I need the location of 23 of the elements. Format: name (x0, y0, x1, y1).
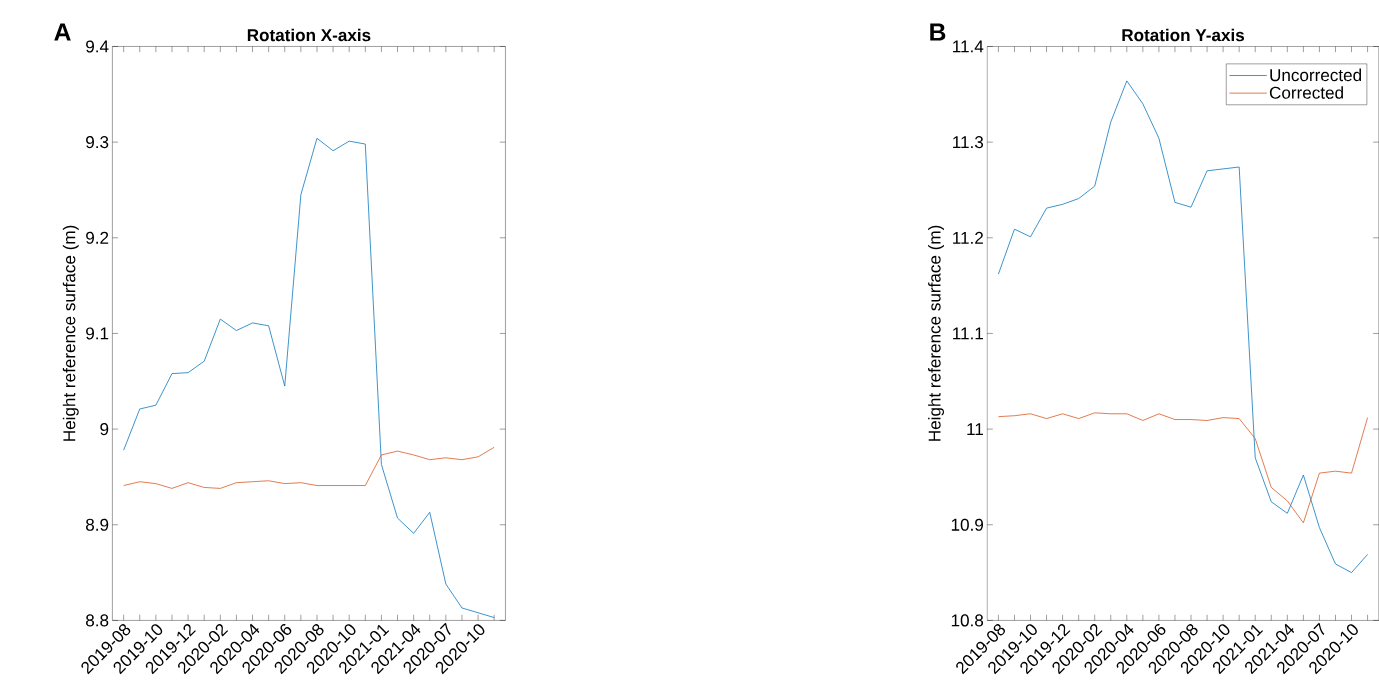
y-tick-label: 11.3 (953, 135, 984, 148)
line-series (998, 412, 1368, 523)
text: A (54, 23, 71, 41)
chart-title: Rotation X-axis (247, 28, 371, 41)
legend-label: Corrected (1269, 86, 1343, 99)
line-series (998, 80, 1368, 573)
chart-title: Rotation Y-axis (1122, 28, 1245, 41)
y-axis-title: Height reference surface (m) (928, 225, 945, 441)
y-axis-title: Height reference surface (m) (62, 225, 79, 441)
y-tick-label: 11.2 (953, 231, 983, 244)
y-tick-label: 9.2 (86, 231, 109, 244)
y-tick-label: 9.1 (86, 327, 109, 340)
y-tick-label: 11.1 (953, 327, 983, 340)
y-tick-label: 10.9 (951, 518, 983, 531)
y-tick-label: 11.4 (953, 40, 984, 53)
y-tick-label: 11 (967, 422, 983, 435)
y-tick-label: 9.3 (86, 135, 109, 148)
y-tick-label: 8.9 (86, 518, 109, 531)
legend-label: Uncorrected (1270, 68, 1362, 81)
text: B (930, 23, 946, 41)
line-series (123, 137, 495, 618)
y-tick-label: 9.4 (86, 40, 109, 53)
y-tick-label: 9 (100, 422, 109, 435)
